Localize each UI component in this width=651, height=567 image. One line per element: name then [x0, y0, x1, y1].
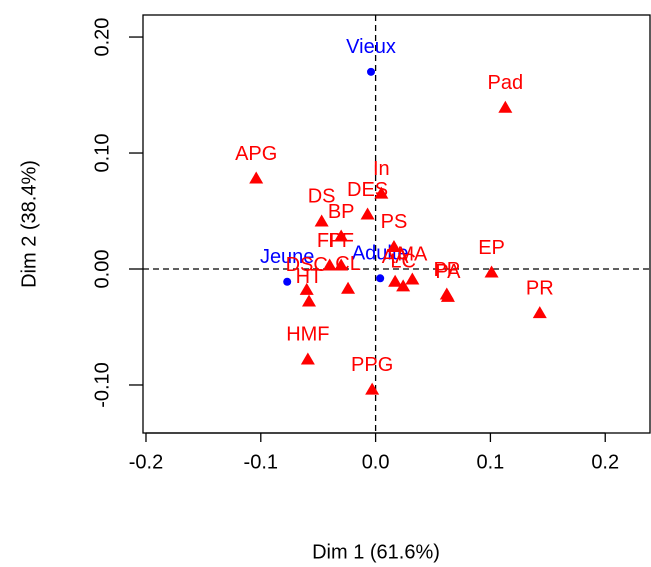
point	[283, 277, 292, 286]
point-label: DSC	[286, 254, 328, 276]
point	[300, 352, 315, 365]
point	[388, 274, 403, 287]
point	[249, 171, 264, 184]
point-label: EP	[478, 237, 505, 259]
point	[532, 306, 547, 319]
point	[386, 239, 401, 252]
point	[334, 258, 349, 271]
point-label: HMF	[286, 324, 329, 346]
point	[322, 258, 337, 271]
point-label: BP	[328, 201, 355, 223]
y-tick-label: 0.10	[91, 134, 113, 173]
point-label: DS	[308, 186, 336, 208]
point-label: PR	[526, 277, 554, 299]
x-tick-label: 0.0	[362, 451, 390, 473]
point-label: Jeune	[260, 246, 315, 268]
point-label: CL	[335, 253, 361, 275]
x-tick-label: -0.2	[129, 451, 163, 473]
x-tick-label: 0.1	[477, 451, 505, 473]
point	[498, 100, 513, 113]
point-label: PS	[381, 211, 408, 233]
point	[396, 279, 411, 292]
point	[341, 281, 356, 294]
point	[484, 265, 499, 278]
y-tick-label: -0.10	[91, 362, 113, 408]
point	[374, 186, 389, 199]
point	[314, 214, 329, 227]
x-axis-label: Dim 1 (61.6%)	[312, 541, 440, 563]
point-label: Vieux	[346, 36, 396, 58]
y-tick-label: 0.00	[91, 250, 113, 289]
point-label: MA	[397, 244, 428, 266]
point-label: PA	[435, 261, 461, 283]
point-label: AA	[382, 246, 409, 268]
y-axis-label: Dim 2 (38.4%)	[18, 160, 40, 288]
x-tick-label: 0.2	[591, 451, 619, 473]
x-tick-label: -0.1	[244, 451, 278, 473]
point-label: LC	[390, 251, 416, 273]
point	[376, 274, 385, 283]
point-label: PP	[433, 259, 460, 281]
point	[302, 294, 317, 307]
point	[365, 382, 380, 395]
point	[405, 272, 420, 285]
point	[367, 67, 376, 76]
point-label: PPG	[351, 354, 393, 376]
point	[334, 229, 349, 242]
point-label: PF	[328, 230, 354, 252]
point	[360, 207, 375, 220]
point-label: Pad	[488, 72, 524, 94]
point-label: APG	[235, 143, 277, 165]
y-tick-label: 0.20	[91, 18, 113, 57]
point-label: In	[373, 158, 390, 180]
point-label: DES	[347, 179, 388, 201]
point-label: HT	[296, 266, 323, 288]
point-label: FP	[317, 230, 343, 252]
point	[299, 282, 314, 295]
point	[439, 287, 454, 300]
